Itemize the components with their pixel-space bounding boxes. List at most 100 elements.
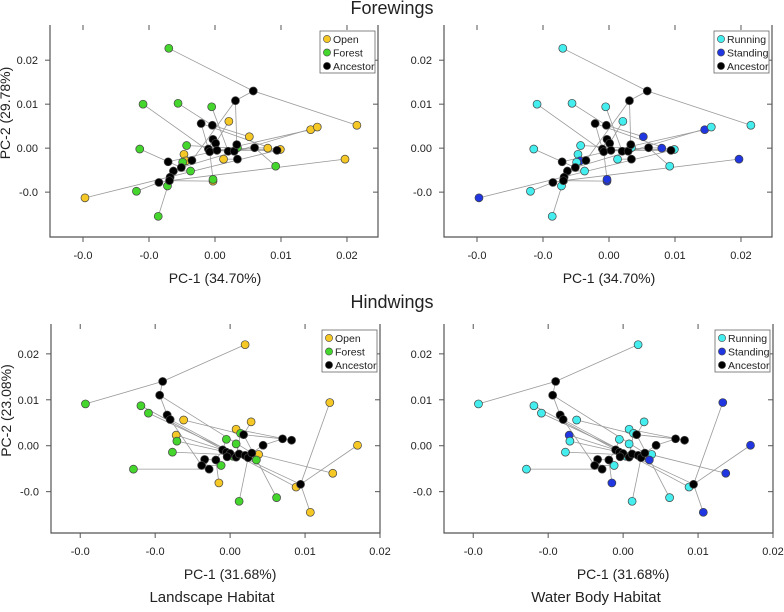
phylogeny-branch [212,124,250,138]
phylogeny-branch [140,405,231,454]
y-tick-label: 0.02 [18,349,39,361]
legend-marker-standing [718,347,726,356]
x-tick-label: -0.0 [74,250,93,262]
y-tick-label: 0.00 [17,143,38,155]
chart-hindwings-water: -0.0 -0.0 0.00 0.01 0.02 0.02 0.01 0.00 -0.0 PC-1… [411,324,784,582]
y-tick-label: -0.0 [19,187,38,199]
legend-marker-standing [717,48,725,57]
phylogeny-branch [251,452,333,474]
point-open [219,154,228,164]
point-forest [138,99,148,109]
phylogeny-branch [605,106,623,152]
x-axis-label: PC-1 (31.68%) [577,566,670,582]
phylogeny-branch [478,381,556,405]
phylogeny-branch [177,102,213,126]
phylogeny-branch [166,414,202,466]
ancestor-node-point [239,430,248,440]
ancestor-node-point [615,452,625,462]
point-forest [153,211,163,221]
ancestor-node-point [176,163,186,172]
ancestor-node-point [222,452,232,462]
axis-frame [443,324,774,534]
point-forest [132,186,141,196]
y-axis-label: PC-2 (23.08%) [0,364,14,457]
ancestor-node-point [604,455,614,465]
point-forest [182,141,191,150]
chart-forewings-landscape: -0.0 -0.0 0.00 0.01 0.02 0.02 0.01 0.00 -0.0 PC-1… [0,25,379,286]
point-forest [172,436,182,446]
phylogeny-branch [139,148,169,163]
point-standing [644,455,654,465]
y-tick-label: 0.01 [411,99,432,111]
ancestor-node-point [551,377,561,386]
phylogeny-branch [594,123,603,150]
ancestor-node-point [205,147,215,157]
point-running [561,447,570,457]
ancestor-node-point [187,156,197,165]
point-running [639,417,649,427]
phylogeny-branch [575,126,712,168]
x-tick-label: -0.0 [468,250,487,262]
ancestor-node-point [627,154,636,164]
legend-marker-ancestor [717,62,725,70]
phylogeny-branch [191,100,236,161]
axis-frame [443,25,773,238]
point-running [572,415,581,425]
ancestor-node-point [208,120,217,130]
x-axis-label: PC-1 (34.70%) [563,270,656,286]
phylogeny-branch [200,123,209,150]
ancestor-node-point [278,434,287,444]
ancestor-node-point [548,390,558,400]
point-forest [164,43,174,53]
ancestor-node-point [163,157,173,167]
y-tick-label: 0.02 [411,349,432,361]
ancestor-node-point [671,434,680,444]
x-tick-label: -0.0 [539,546,558,558]
phylogeny-branch [162,344,246,382]
point-running [474,399,483,409]
ancestor-node-point [248,86,258,96]
phylogeny-branch [636,434,676,440]
phylogeny-branch [647,90,752,126]
point-running [665,161,675,171]
phylogeny-branch [536,103,604,152]
ancestor-node-point [155,390,165,400]
point-running [547,211,557,221]
y-tick-label: 0.02 [411,55,432,67]
ancestor-node-point [196,119,206,128]
point-running [522,464,531,474]
legend-marker-running [718,334,726,342]
ancestor-node-point [559,176,568,186]
point-running [565,436,575,446]
ancestor-node-point [250,143,259,153]
legend-marker-ancestor [718,361,726,369]
ancestor-node-point [606,146,616,155]
ancestor-node-point [287,435,296,445]
legend-marker-open [323,35,331,43]
y-tick-label: -0.0 [20,487,39,499]
ancestor-node-point [625,96,634,106]
ancestor-node-point [640,448,650,458]
ancestor-node-point [626,140,636,149]
phylogeny-branch [631,457,642,502]
point-running [576,141,585,150]
point-forest [272,493,281,502]
point-open [240,340,250,350]
phylogeny-branch [648,147,670,167]
legend-label: Ancestor [335,360,377,372]
ancestor-node-point [231,96,240,106]
chart-forewings-water: -0.0 -0.0 0.00 0.01 0.02 0.02 0.01 0.00 -0.0 PC-1… [411,25,773,286]
point-running [537,408,546,418]
ancestor-node-point [212,146,222,155]
legend-marker-forest [323,48,331,57]
ancestor-node-point [597,464,607,474]
phylogeny-branch [606,124,644,138]
forewings-heading: Forewings [350,0,434,18]
legend-label: Running [728,333,767,345]
point-open [340,154,350,164]
phylogeny-branch [693,444,751,485]
x-tick-label: 0.00 [612,546,633,558]
phylogeny-branch [85,381,163,405]
legend-marker-running [717,35,725,43]
